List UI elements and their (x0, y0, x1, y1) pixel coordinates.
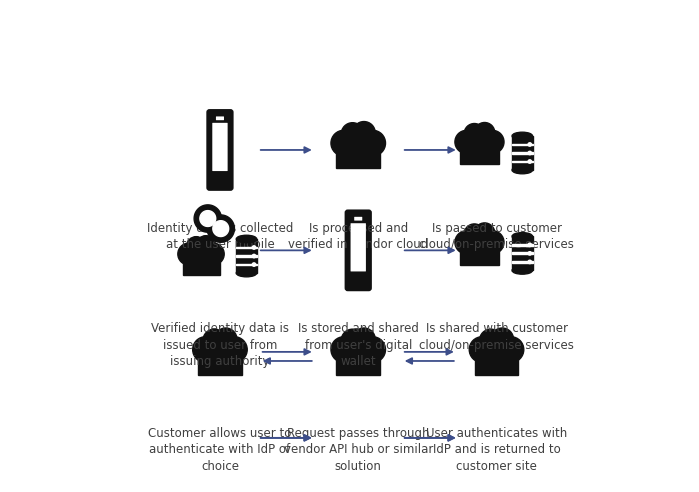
Bar (512, 152, 533, 154)
Polygon shape (200, 211, 216, 226)
Text: Is passed to customer
cloud/on-premise services: Is passed to customer cloud/on-premise s… (419, 222, 574, 251)
Circle shape (196, 236, 215, 255)
Circle shape (528, 260, 531, 264)
Text: Is processed and
verified in vendor cloud: Is processed and verified in vendor clou… (288, 222, 428, 251)
Circle shape (463, 129, 496, 163)
Bar (512, 136, 533, 170)
Ellipse shape (512, 132, 533, 140)
Text: Request passes through
vendor API hub or similar
solution: Request passes through vendor API hub or… (284, 427, 433, 472)
Bar (460, 151, 499, 164)
Text: Customer allows user to
authenticate with IdP of
choice: Customer allows user to authenticate wit… (148, 427, 291, 472)
Circle shape (352, 122, 375, 144)
Circle shape (475, 123, 495, 143)
Ellipse shape (512, 166, 533, 174)
Bar (182, 262, 219, 276)
Circle shape (203, 329, 226, 352)
Circle shape (528, 252, 531, 255)
Circle shape (360, 130, 386, 156)
Circle shape (455, 231, 478, 254)
Bar (512, 236, 533, 271)
Bar (236, 239, 257, 273)
FancyBboxPatch shape (212, 123, 228, 171)
FancyBboxPatch shape (354, 217, 362, 220)
Bar (512, 160, 533, 162)
Ellipse shape (512, 267, 533, 274)
Bar (236, 246, 257, 248)
Circle shape (528, 243, 531, 246)
Bar (460, 251, 499, 265)
Circle shape (498, 337, 524, 363)
Circle shape (341, 329, 364, 352)
Circle shape (464, 224, 484, 245)
Ellipse shape (512, 233, 533, 240)
Circle shape (222, 337, 247, 363)
Circle shape (215, 328, 237, 351)
Circle shape (341, 123, 364, 146)
Text: Identity data is collected
at the user mobile: Identity data is collected at the user m… (147, 222, 293, 251)
Circle shape (252, 263, 256, 266)
Circle shape (463, 230, 496, 264)
FancyBboxPatch shape (208, 111, 231, 189)
Text: User authenticates with
IdP and is returned to
customer site: User authenticates with IdP and is retur… (426, 427, 567, 472)
Bar (512, 144, 533, 146)
Circle shape (528, 160, 531, 163)
Bar (236, 255, 257, 257)
Circle shape (185, 242, 217, 275)
FancyBboxPatch shape (351, 223, 366, 272)
Circle shape (528, 151, 531, 154)
Circle shape (339, 336, 377, 373)
Circle shape (252, 254, 256, 258)
Circle shape (528, 143, 531, 146)
Circle shape (331, 337, 356, 363)
FancyBboxPatch shape (347, 212, 370, 289)
Bar (512, 244, 533, 246)
Circle shape (475, 223, 495, 244)
Circle shape (202, 243, 224, 265)
Circle shape (201, 336, 239, 373)
Circle shape (187, 237, 206, 256)
Circle shape (178, 243, 200, 265)
Text: Is stored and shared
from user's digital
wallet: Is stored and shared from user's digital… (298, 322, 419, 369)
Circle shape (481, 130, 504, 154)
Polygon shape (194, 205, 222, 232)
Text: Is shared with customer
cloud/on-premise services: Is shared with customer cloud/on-premise… (419, 322, 574, 352)
Circle shape (352, 328, 375, 351)
Bar (236, 264, 257, 266)
Circle shape (480, 329, 502, 352)
Circle shape (464, 123, 484, 144)
Circle shape (339, 129, 377, 167)
Circle shape (331, 130, 356, 156)
Polygon shape (207, 215, 234, 242)
Ellipse shape (236, 269, 257, 277)
Circle shape (252, 246, 256, 249)
Bar (336, 360, 380, 374)
Circle shape (360, 337, 386, 363)
Circle shape (469, 337, 495, 363)
Bar (336, 153, 380, 168)
Bar (475, 360, 518, 374)
Circle shape (193, 337, 219, 363)
Text: Verified identity data is
issued to user from
issuing authority: Verified identity data is issued to user… (151, 322, 289, 369)
Bar (512, 261, 533, 263)
Circle shape (477, 336, 515, 373)
Circle shape (481, 231, 504, 254)
FancyBboxPatch shape (216, 117, 224, 120)
Circle shape (455, 130, 478, 154)
Polygon shape (212, 221, 229, 237)
Bar (512, 252, 533, 254)
Circle shape (491, 328, 514, 351)
Bar (199, 360, 242, 374)
Ellipse shape (236, 235, 257, 243)
